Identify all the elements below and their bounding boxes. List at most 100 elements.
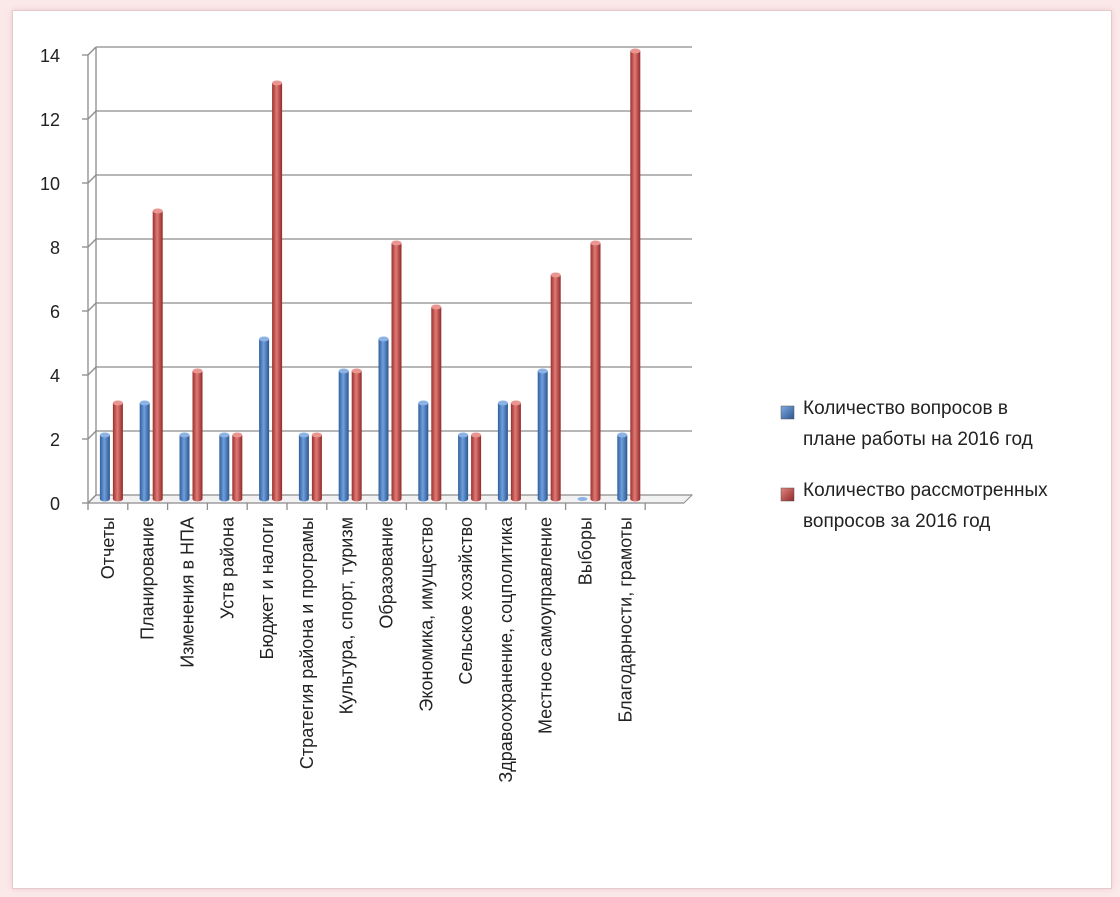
bar-top [590,240,601,246]
bar-series2-7 [391,240,402,502]
bar-top [179,432,190,438]
x-tick-label: Бюджет и налоги [257,517,277,659]
axes [82,47,684,510]
y-tick-label: 0 [50,494,60,514]
bar-body [617,435,628,499]
bar-top [550,272,561,278]
bar-top [617,432,628,438]
x-tick-label: Культура, спорт, туризм [337,517,357,714]
bar-body [259,339,270,499]
x-tick-label: Благодарности, грамоты [615,517,635,722]
bar-top [298,432,309,438]
bar-base [298,496,309,502]
bar-body [458,435,469,499]
bar-body [139,403,150,499]
bar-top [458,432,469,438]
gridline-depth [87,366,97,376]
bar-base [259,496,270,502]
y-tick-label: 8 [50,238,60,258]
bar-base [537,496,548,502]
bar-series1-13 [617,432,628,502]
bar-base [550,496,561,502]
gridline-depth [87,238,97,248]
bar-series1-6 [338,368,349,502]
bar-top [99,432,110,438]
bar-series2-5 [311,432,322,502]
x-tick-label: Здравоохранение, соцполитика [496,516,516,783]
gridline-depth [87,110,97,120]
bar-base [99,496,110,502]
x-tick-label: Планирование [138,517,158,640]
bar-series1-7 [378,336,389,502]
bar-body [311,435,322,499]
x-tick-label: Сельское хозяйство [456,517,476,685]
bar-top [219,432,230,438]
bar-base [617,496,628,502]
bar-base [139,496,150,502]
bar-top [471,432,482,438]
bar-body [112,403,123,499]
bar-body [431,307,442,499]
bar-top [152,208,163,214]
bar-top [391,240,402,246]
bar-series1-3 [219,432,230,502]
bar-base [418,496,429,502]
x-tick-label: Выборы [576,517,596,585]
legend-item-2: Количество рассмотренных вопросов за 2016… [780,480,1048,532]
bar-series2-9 [471,432,482,502]
bar-body [537,371,548,499]
bar-body [152,211,163,499]
bar-series2-11 [550,272,561,502]
bar-series2-10 [510,400,521,502]
y-tick-label: 10 [40,174,60,194]
bar-series2-8 [431,304,442,502]
bar-series1-10 [497,400,508,502]
bar-base [590,496,601,502]
legend-label: Количество вопросов в плане работы на 201… [803,398,1033,450]
y-tick-label: 12 [40,110,60,130]
bar-base [351,496,362,502]
bar-series1-4 [259,336,270,502]
bar-series2-3 [232,432,243,502]
x-tick-label: Местное самоуправление [536,517,556,734]
gridline-depth [87,302,97,312]
bar-base [338,496,349,502]
bar-series2-1 [152,208,163,502]
bar-base [510,496,521,502]
bar-top [418,400,429,406]
bar-base [152,496,163,502]
bar-top [259,336,270,342]
bar-series1-2 [179,432,190,502]
bar-body [338,371,349,499]
bar-body [391,243,402,499]
bar-series1-9 [458,432,469,502]
bar-body [232,435,243,499]
bar-base [391,496,402,502]
bar-series2-2 [192,368,203,502]
bar-series1-5 [298,432,309,502]
bar-body [179,435,190,499]
bar-top [497,400,508,406]
bar-top [630,48,641,54]
bar-body [99,435,110,499]
gridline-depth [87,46,97,56]
bar-base [192,496,203,502]
x-tick-label: Экономика, имущество [416,517,436,712]
bar-top [232,432,243,438]
bar-body [418,403,429,499]
bar-series2-6 [351,368,362,502]
bar-base [378,496,389,502]
gridlines [86,46,694,504]
bar-top [510,400,521,406]
bar-series1-12 [577,497,588,501]
bar-series2-13 [630,48,641,502]
bar-body [550,275,561,499]
bar-series1-0 [99,432,110,502]
bar-top [338,368,349,374]
gridline-depth [87,430,97,440]
bar-top [272,80,283,86]
bar-top [112,400,123,406]
y-tick-label: 6 [50,302,60,322]
bar-base [272,496,283,502]
bar-body [590,243,601,499]
